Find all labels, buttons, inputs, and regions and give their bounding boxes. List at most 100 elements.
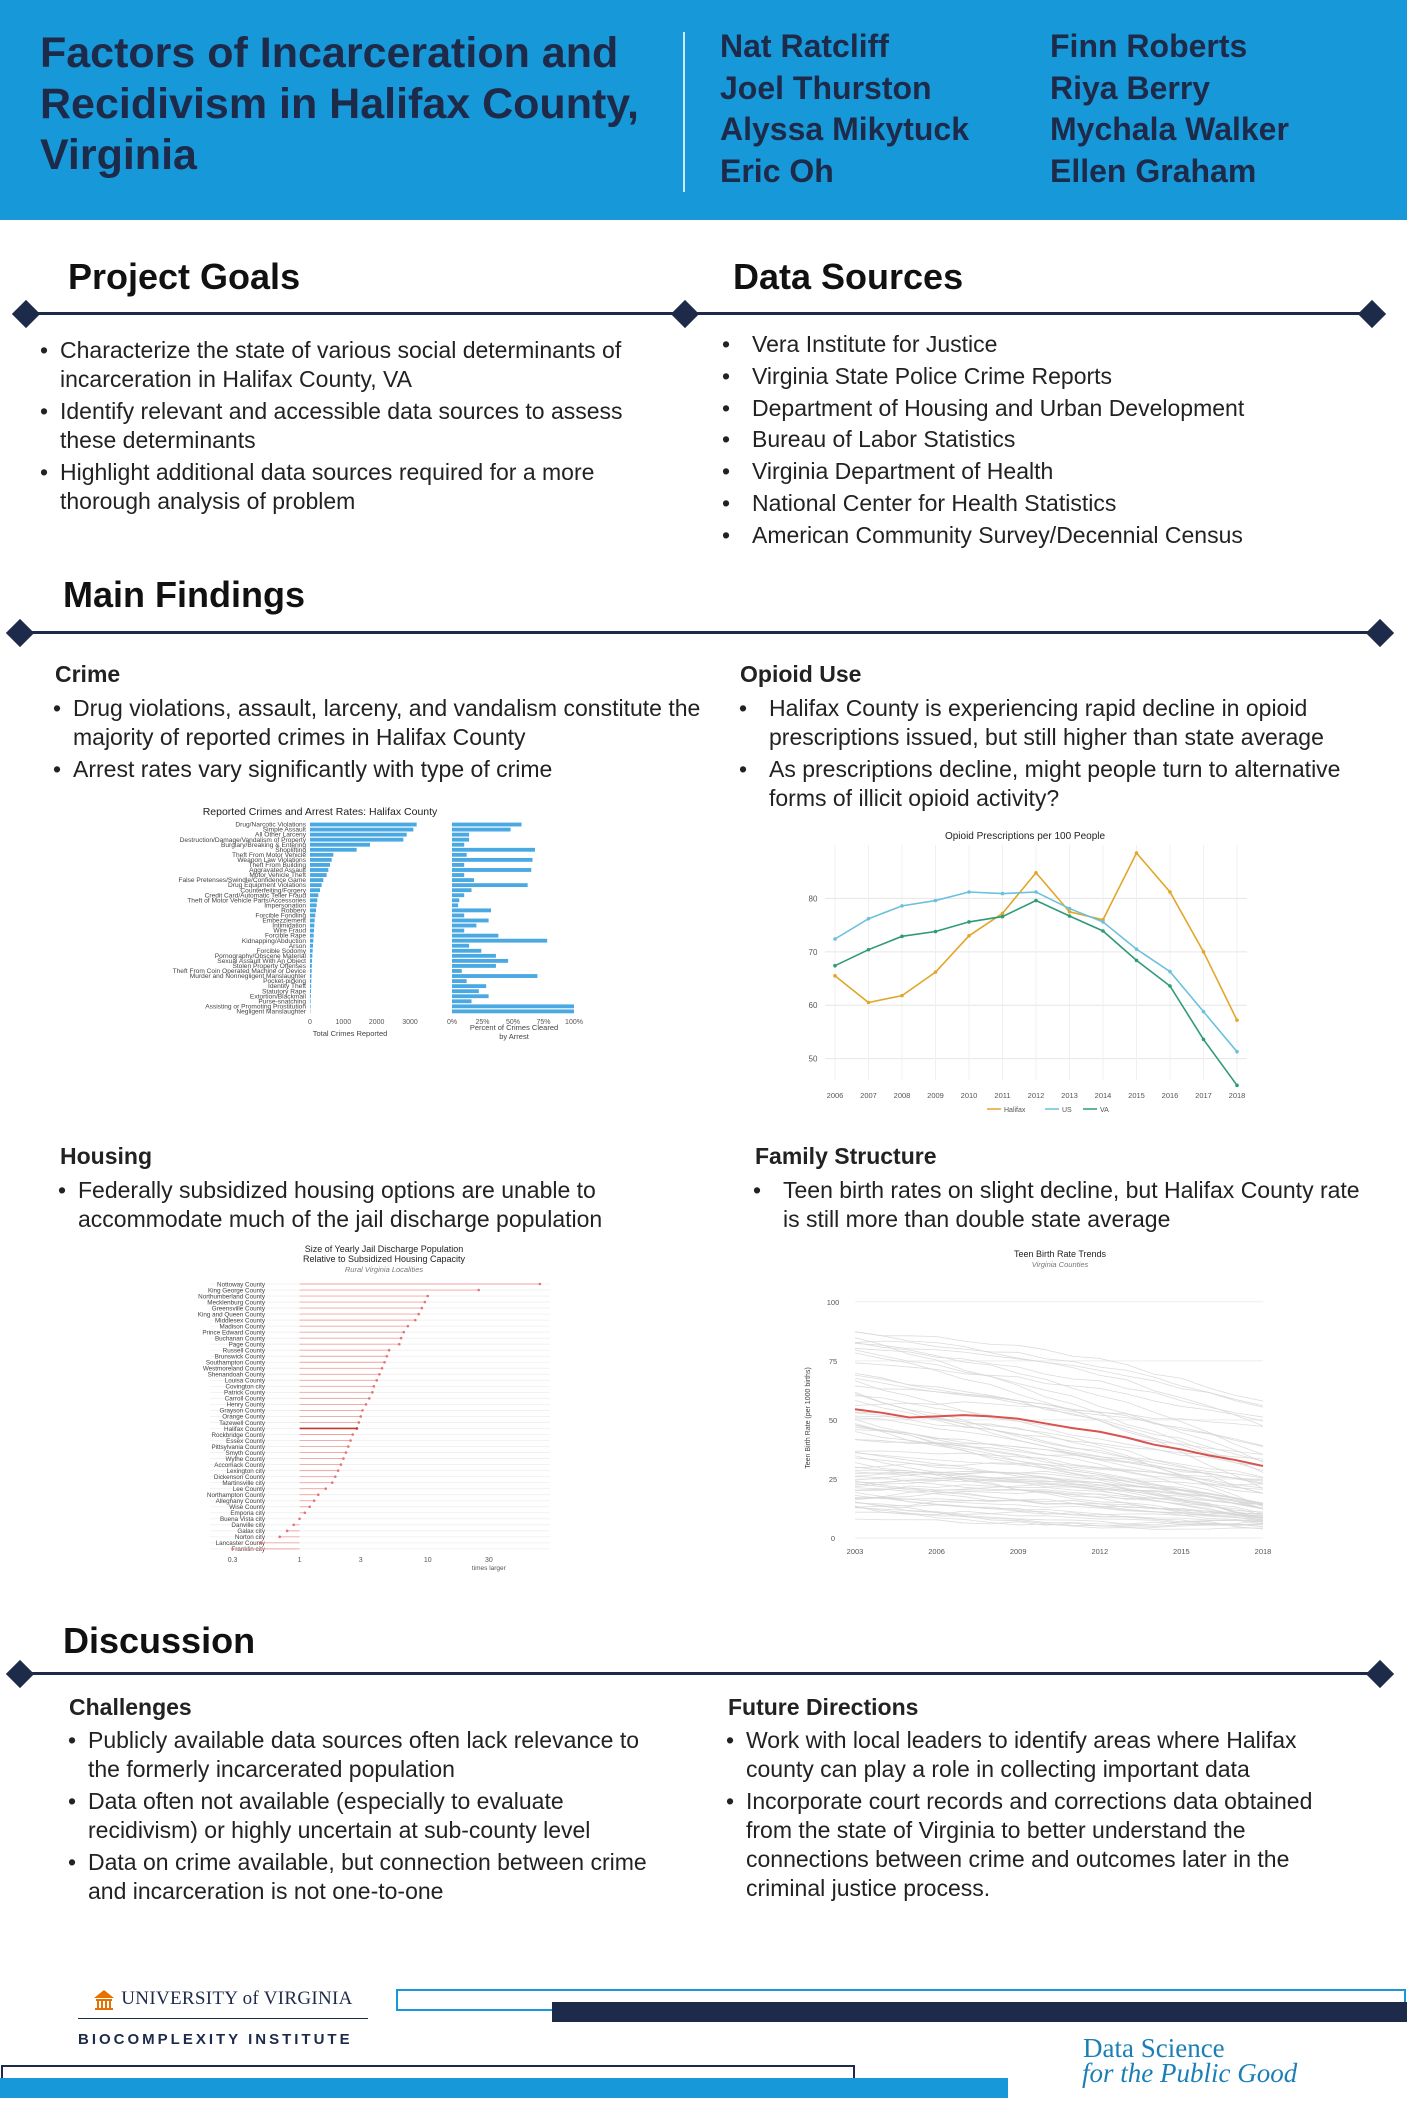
sources-list: Vera Institute for Justice Virginia State… (722, 330, 1372, 553)
category-label: Intimidation (272, 923, 306, 930)
crime-count-bar (310, 893, 319, 898)
category-label: Forcible Rape (265, 933, 306, 940)
arrest-rate-bar (452, 979, 467, 983)
data-point (1168, 890, 1172, 894)
list-item: Bureau of Labor Statistics (722, 425, 1372, 454)
crime-count-bar (310, 918, 315, 923)
category-label: Credit Card/Automatic Teller Fraud (205, 892, 307, 899)
x-tick-label: 100% (565, 1019, 583, 1026)
locality-label: Prince Edward County (202, 1329, 266, 1336)
county-line (854, 1507, 1264, 1527)
ratio-dot (371, 1391, 374, 1394)
county-line (854, 1497, 1264, 1518)
category-label: Arson (289, 943, 307, 950)
crime-count-bar (310, 873, 327, 877)
locality-label: Nottoway County (217, 1281, 266, 1288)
ratio-dot (231, 1547, 234, 1551)
goals-title: Project Goals (68, 256, 301, 297)
list-item: Halifax County is experiencing rapid dec… (739, 694, 1379, 752)
crime-count-bar (310, 852, 334, 857)
crime-heading: Crime (55, 661, 121, 687)
crime-count-bar (310, 913, 316, 918)
list-item: Federally subsidized housing options are… (58, 1176, 678, 1234)
county-line (854, 1506, 1264, 1528)
county-line (854, 1340, 1264, 1407)
y-tick-label: 0 (831, 1534, 835, 1543)
locality-label: Rockbridge County (211, 1432, 265, 1439)
x-tick-label: 0 (308, 1019, 312, 1026)
data-point (900, 993, 904, 998)
crime-count-bar (310, 964, 312, 968)
locality-label: Louisa County (225, 1378, 266, 1385)
locality-label: King George County (208, 1287, 266, 1294)
category-label: Theft From Building (248, 862, 306, 869)
list-item: Arrest rates vary significantly with typ… (53, 755, 703, 784)
x-tick-label: 2015 (1173, 1547, 1190, 1556)
x-tick-label: 2006 (928, 1547, 945, 1556)
crime-count-bar (310, 979, 312, 983)
arrest-rate-bar (452, 984, 487, 989)
data-point (933, 929, 938, 934)
data-point (1235, 1049, 1239, 1054)
x-tick-label: 75% (536, 1019, 550, 1026)
county-line (854, 1484, 1264, 1521)
x-tick-label: 25% (475, 1019, 489, 1026)
x-tick-label: 2003 (847, 1547, 864, 1556)
author-name: Ellen Graham (1050, 152, 1257, 189)
county-line (854, 1374, 1264, 1472)
crime-count-bar (310, 948, 313, 953)
county-line (854, 1466, 1264, 1506)
ratio-dot (346, 1445, 350, 1448)
crime-count-bar (310, 908, 316, 913)
crime-count-bar (310, 837, 404, 842)
chart-subtitle: Rural Virginia Localities (345, 1265, 423, 1274)
x-tick-label: 2010 (961, 1091, 978, 1100)
category-label: Weapon Law Violations (237, 857, 306, 864)
ratio-dot (402, 1330, 406, 1334)
locality-label: Essex County (226, 1438, 266, 1445)
list-item: Vera Institute for Justice (722, 330, 1372, 359)
locality-label: Russell County (223, 1348, 266, 1355)
ratio-dot (344, 1451, 348, 1454)
ratio-dot (423, 1300, 427, 1304)
crime-count-bar (310, 974, 312, 978)
list-item: American Community Survey/Decennial Cens… (722, 521, 1372, 550)
ratio-dot (477, 1288, 481, 1292)
category-label: Forcible Fondling (255, 913, 306, 920)
locality-label: Danville city (231, 1522, 265, 1529)
arrest-rate-bar (452, 928, 465, 933)
locality-label: Pittsylvania County (211, 1444, 265, 1451)
locality-label: Norton city (235, 1534, 266, 1541)
ratio-dot (406, 1324, 410, 1328)
ratio-dot (330, 1481, 334, 1484)
data-point (1168, 984, 1172, 988)
x-tick-label: 0.3 (228, 1557, 238, 1564)
category-label: Embezzlement (262, 918, 306, 925)
opioid-list: Halifax County is experiencing rapid dec… (739, 694, 1379, 816)
data-point (1000, 891, 1005, 896)
locality-label: Brunswick County (215, 1354, 266, 1361)
category-label: Negligent Manslaughter (236, 1008, 306, 1015)
ratio-dot (375, 1379, 379, 1382)
crime-count-bar (310, 938, 314, 943)
arrest-rate-bar (452, 999, 472, 1004)
crime-count-bar (310, 958, 312, 963)
arrest-rate-bar (452, 933, 499, 938)
crime-count-bar (310, 943, 313, 948)
county-line (854, 1502, 1264, 1525)
family-heading: Family Structure (755, 1143, 937, 1169)
crime-count-bar (310, 863, 330, 867)
x-tick-label: 3 (359, 1557, 363, 1564)
list-item: Drug violations, assault, larceny, and v… (53, 694, 703, 752)
data-point (866, 916, 871, 921)
category-label: Robbery (281, 907, 307, 914)
locality-label: Northumberland County (198, 1293, 266, 1300)
arrest-rate-bar (452, 878, 474, 882)
data-point (1034, 870, 1038, 875)
county-line (854, 1452, 1264, 1505)
county-line (854, 1479, 1264, 1504)
locality-label: Lexington city (226, 1468, 265, 1475)
y-tick-label: 70 (809, 948, 818, 957)
county-line (854, 1501, 1264, 1526)
